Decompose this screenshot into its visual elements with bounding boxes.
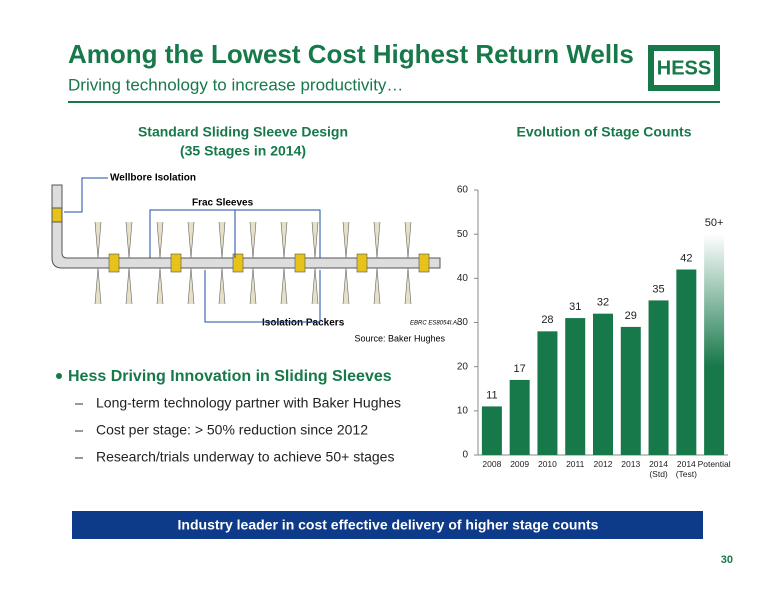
bar	[676, 269, 697, 455]
sleeve	[294, 253, 306, 273]
y-tick-label: 40	[457, 273, 469, 284]
banner	[72, 511, 703, 539]
label-file: EBRC ES8054I.AI	[410, 321, 459, 327]
packer-spike	[156, 221, 164, 305]
packer-spike	[342, 221, 350, 305]
logo-inner	[654, 51, 714, 85]
y-tick-label: 20	[457, 361, 469, 372]
packer-spike	[404, 221, 412, 305]
bar	[565, 318, 586, 455]
bar	[509, 379, 530, 455]
bar	[620, 326, 641, 455]
x-tick-label: 2014 (Test)	[675, 459, 697, 479]
packer-spike	[94, 221, 102, 305]
label-wellbore: Wellbore Isolation	[110, 173, 196, 184]
bullet-main: Hess Driving Innovation in Sliding Sleev…	[68, 368, 392, 385]
sleeve	[108, 253, 120, 273]
label-packers: Isolation Packers	[262, 318, 345, 329]
x-tick-label: 2013	[621, 459, 641, 469]
sleeve	[356, 253, 368, 273]
x-tick-label: 2010	[537, 459, 557, 469]
value-label: 35	[652, 283, 664, 295]
sleeve-diagram: Wellbore Isolation Frac Sleeves Isolatio…	[51, 173, 459, 343]
packer-spike	[125, 221, 133, 305]
value-label: 32	[597, 297, 609, 309]
packer-spike	[218, 221, 226, 305]
bullet-dot	[56, 373, 62, 379]
y-tick-label: 10	[457, 405, 469, 416]
packer-spike	[249, 221, 257, 305]
y-tick-label: 60	[457, 185, 469, 196]
y-tick-label: 30	[457, 317, 469, 328]
chart-title: Evolution of Stage Counts	[517, 124, 692, 140]
source: Source: Baker Hughes	[354, 333, 445, 343]
value-label: 11	[486, 389, 497, 401]
packer-spike	[311, 221, 319, 305]
x-tick-label: 2011	[566, 459, 585, 469]
bar	[593, 313, 613, 455]
sleeve	[232, 253, 244, 273]
bar	[537, 331, 558, 455]
bar	[648, 300, 669, 455]
packer-spike	[187, 221, 195, 305]
bullet-item: Cost per stage: > 50% reduction since 20…	[96, 422, 368, 438]
value-label: 42	[680, 252, 692, 264]
page-number: 30	[721, 554, 733, 566]
slide-subtitle: Driving technology to increase productiv…	[68, 75, 403, 94]
value-label: 28	[541, 314, 553, 326]
bar	[704, 234, 725, 455]
value-label: 50+	[705, 217, 724, 229]
packer-spike	[373, 221, 381, 305]
bar	[481, 406, 502, 455]
x-tick-label: 2009	[510, 459, 530, 469]
diagram-title: Standard Sliding Sleeve Design	[138, 124, 348, 140]
logo: HESS	[657, 57, 711, 79]
x-tick-label: 2014 (Std)	[649, 459, 668, 479]
value-label: 29	[625, 310, 637, 322]
y-tick-label: 0	[462, 450, 468, 461]
label-frac: Frac Sleeves	[192, 198, 254, 209]
diagram-subtitle: (35 Stages in 2014)	[180, 143, 306, 159]
sleeve	[418, 253, 430, 273]
y-tick-label: 50	[457, 229, 469, 240]
bullet-item: Long-term technology partner with Baker …	[96, 395, 401, 411]
x-tick-label: Potential	[697, 459, 731, 469]
sleeve	[170, 253, 182, 273]
x-tick-label: 2008	[482, 459, 502, 469]
packer-spike	[280, 221, 288, 305]
value-label: 17	[514, 363, 526, 375]
bullet-item: Research/trials underway to achieve 50+ …	[96, 449, 394, 465]
banner-text: Industry leader in cost effective delive…	[178, 517, 599, 533]
value-label: 31	[569, 301, 581, 313]
x-tick-label: 2012	[593, 459, 613, 469]
slide-title: Among the Lowest Cost Highest Return Wel…	[68, 39, 634, 69]
